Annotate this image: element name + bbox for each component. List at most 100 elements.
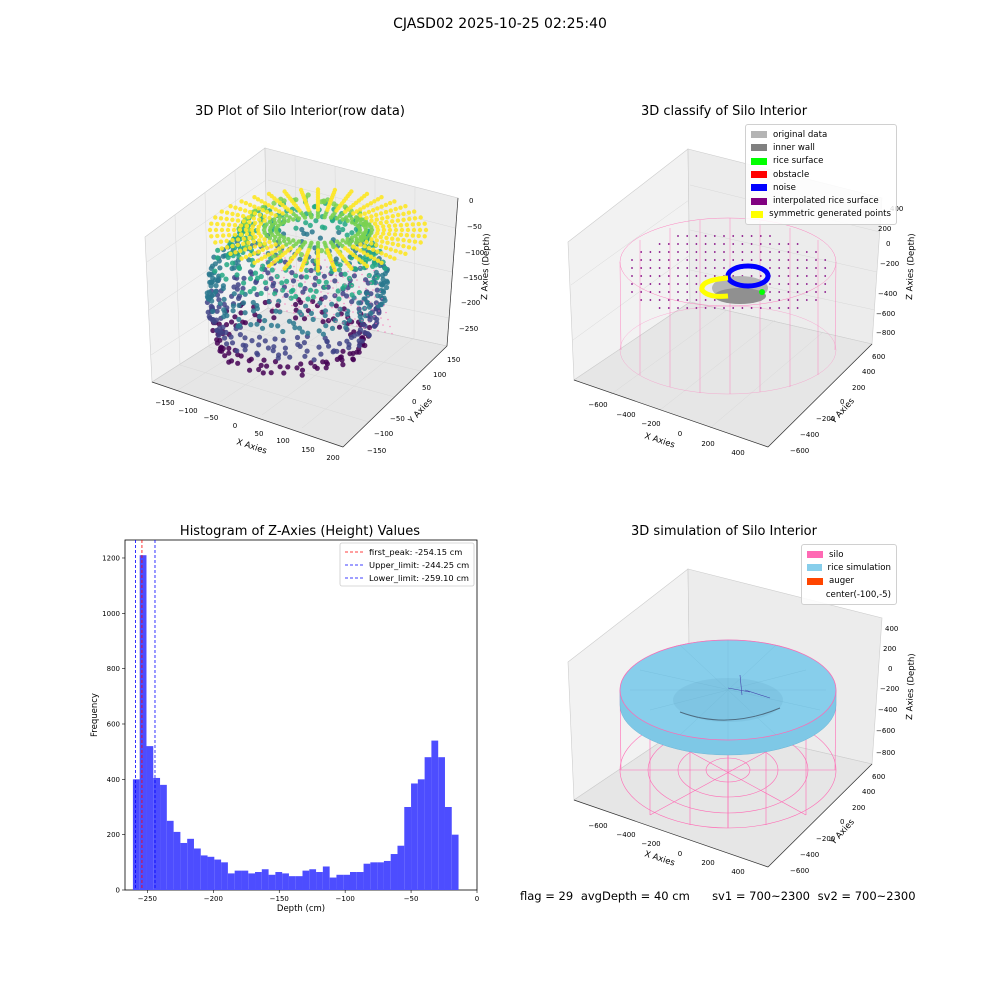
scatter-point xyxy=(323,323,329,329)
legend-item: rice simulation xyxy=(807,561,891,574)
z-axis-line xyxy=(446,197,459,347)
y-tick-label: 0 xyxy=(840,818,844,826)
legend-item: symmetric generated points xyxy=(751,208,891,221)
scatter-point xyxy=(256,342,262,348)
scatter-point xyxy=(335,225,341,231)
scatter-point xyxy=(232,232,238,237)
histogram-bar xyxy=(302,870,310,890)
scatter-point xyxy=(223,276,229,282)
scatter-point xyxy=(374,217,379,222)
interpolated-point xyxy=(658,307,661,309)
scatter-point xyxy=(294,334,301,341)
scatter-point xyxy=(230,303,236,309)
scatter-point xyxy=(349,220,355,225)
interpolated-point xyxy=(741,235,744,237)
scatter-point xyxy=(219,272,225,278)
scatter-point xyxy=(225,227,231,233)
scatter-point xyxy=(265,259,267,262)
scatter-point xyxy=(287,290,289,293)
scatter-point xyxy=(278,282,280,284)
interpolated-point xyxy=(796,251,799,253)
scatter-point xyxy=(349,189,354,194)
interpolated-point xyxy=(649,251,652,253)
scatter-point xyxy=(221,296,227,302)
interpolated-point xyxy=(750,243,753,245)
scatter-point xyxy=(354,272,356,274)
scatter-point xyxy=(377,283,379,286)
scatter-point xyxy=(273,242,278,247)
inner-wall-cluster xyxy=(714,288,766,304)
scatter-point xyxy=(370,263,376,269)
scatter-point xyxy=(256,249,261,254)
interpolated-point xyxy=(677,275,679,277)
histogram-bar xyxy=(451,834,459,890)
scatter-point xyxy=(247,235,252,241)
scatter-point xyxy=(221,233,226,238)
histogram-bar xyxy=(316,872,323,890)
scatter-point xyxy=(378,244,384,249)
y-tick-label: −200 xyxy=(816,415,835,423)
scatter-point xyxy=(374,316,380,322)
interpolated-point xyxy=(686,307,689,309)
scatter-point xyxy=(422,234,427,239)
legend-swatch xyxy=(807,591,820,598)
scatter-point xyxy=(316,328,322,334)
interpolated-point xyxy=(732,251,735,253)
scatter-point xyxy=(262,272,264,274)
legend-label: interpolated rice surface xyxy=(773,196,879,207)
scatter-point xyxy=(372,221,378,226)
scatter-point xyxy=(240,319,246,325)
scatter-point xyxy=(266,252,271,257)
scatter-point xyxy=(416,221,421,227)
interpolated-point xyxy=(732,235,735,237)
legend-swatch xyxy=(807,577,823,585)
interpolated-point xyxy=(723,259,725,261)
scatter-point xyxy=(388,247,393,252)
scatter-point xyxy=(412,239,418,244)
scatter-point xyxy=(263,252,265,255)
scatter-point xyxy=(374,275,380,281)
y-tick-label: 400 xyxy=(107,776,120,784)
scatter-point xyxy=(262,214,267,219)
scatter-point xyxy=(301,316,308,322)
scatter-point xyxy=(335,274,337,277)
interpolated-point xyxy=(695,307,698,309)
scatter-point xyxy=(247,252,253,258)
scatter-point xyxy=(320,319,326,325)
scatter-point xyxy=(353,291,355,294)
scatter-point xyxy=(281,235,287,240)
scatter-point xyxy=(359,217,364,222)
scatter-point xyxy=(258,234,264,239)
scatter-point xyxy=(423,227,429,233)
scatter-point xyxy=(336,324,343,330)
scatter-point xyxy=(273,220,278,226)
scatter-point xyxy=(363,326,365,329)
legend-swatch xyxy=(807,551,823,559)
interpolated-point xyxy=(732,259,735,261)
legend-item: noise xyxy=(751,181,891,194)
scatter-point xyxy=(217,265,223,271)
histogram-bar xyxy=(336,874,344,890)
scatter-point xyxy=(364,215,369,221)
scatter-point xyxy=(346,290,348,292)
scatter-point xyxy=(256,251,258,253)
scatter-point xyxy=(328,319,330,321)
scatter-point xyxy=(404,222,410,227)
interpolated-point xyxy=(787,267,790,269)
scatter-point xyxy=(281,269,283,272)
scatter-point xyxy=(347,351,353,357)
scatter-point xyxy=(277,209,282,214)
scatter-point xyxy=(375,258,381,263)
scatter-point xyxy=(390,236,395,241)
scatter-point xyxy=(362,300,364,302)
interpolated-point xyxy=(815,283,817,285)
interpolated-point xyxy=(686,299,689,301)
interpolated-point xyxy=(787,291,790,293)
scatter-point xyxy=(252,260,257,265)
scatter-point xyxy=(333,313,335,316)
scatter-point xyxy=(231,284,237,290)
interpolated-point xyxy=(750,275,753,277)
scatter-point xyxy=(234,348,240,354)
histogram-bar xyxy=(173,831,181,890)
scatter-point xyxy=(358,234,363,240)
